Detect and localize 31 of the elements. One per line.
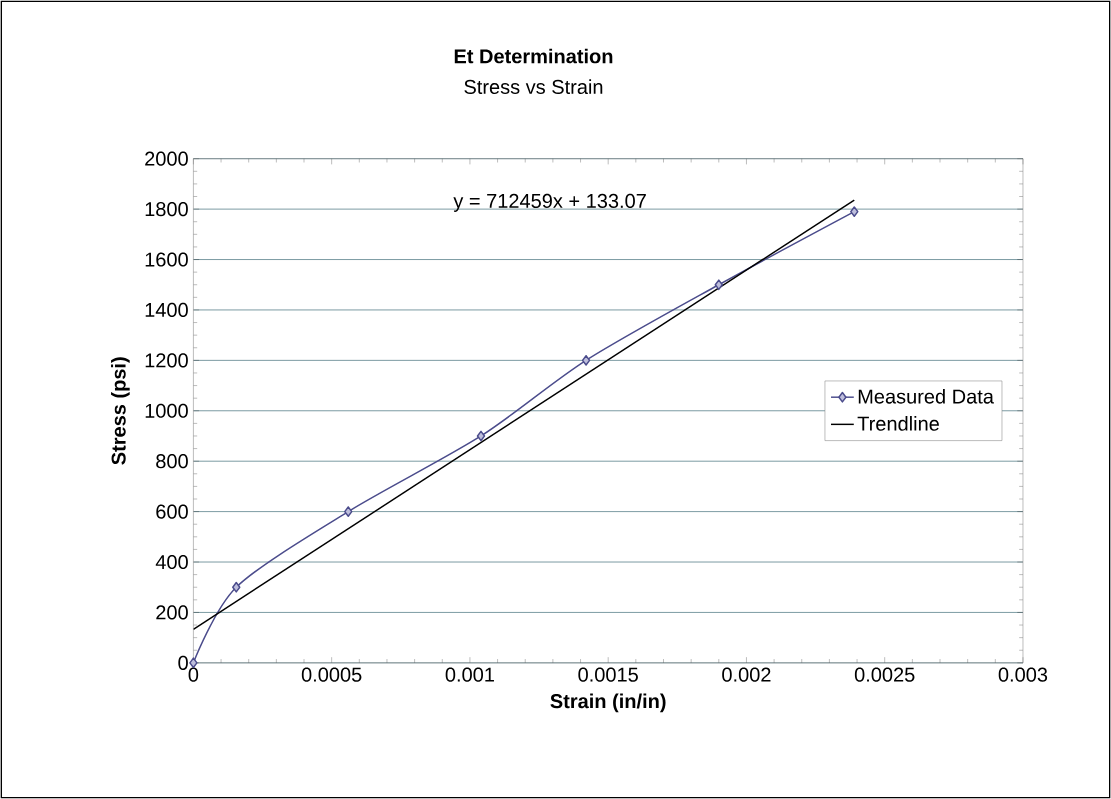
legend-label: Measured Data	[858, 388, 994, 404]
chart-subtitle: Stress vs Strain	[464, 79, 603, 95]
point	[344, 506, 353, 518]
x-tick-label: 0.003	[998, 667, 1048, 682]
y-tick-label: 1600	[145, 252, 188, 267]
x-tick-label: 0.0025	[854, 667, 915, 682]
x-axis-title: Strain (in/in)	[550, 693, 666, 713]
point	[581, 355, 591, 366]
y-tick-label: 600	[156, 504, 188, 519]
y-tick-label: 1200	[145, 353, 188, 368]
annotation: y = 712459x + 133.07	[453, 193, 646, 213]
x-tick-label: 0.0005	[301, 667, 362, 682]
y-tick-label: 0	[178, 655, 188, 670]
point	[476, 430, 486, 442]
point	[714, 279, 724, 291]
x-tick-label: 0.001	[445, 667, 494, 682]
y-tick-label: 1000	[145, 403, 188, 418]
y-tick-label: 400	[155, 554, 188, 570]
x-tick-label: 0.0015	[578, 667, 638, 682]
legend-label: Trendline	[857, 416, 939, 431]
chart-title: Et Determination	[454, 48, 613, 64]
x-tick-label: 0	[188, 667, 199, 682]
y-tick-label: 1400	[145, 302, 188, 318]
y-tick-label: 800	[156, 454, 188, 469]
point	[232, 581, 241, 593]
y-tick-label: 2000	[145, 151, 188, 166]
point	[850, 206, 859, 218]
y-tick-label: 200	[156, 605, 188, 620]
x-tick-label: 0.002	[722, 667, 771, 682]
y-tick-label: 1800	[145, 202, 188, 217]
y-axis-title: Stress (psi)	[111, 357, 130, 465]
